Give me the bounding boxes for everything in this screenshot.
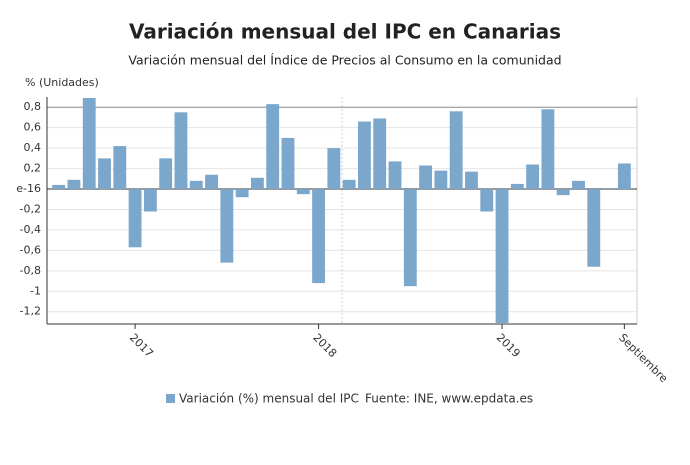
x-tick-label: Septiembre [616, 331, 670, 385]
bar [510, 183, 524, 190]
bar [327, 148, 341, 190]
y-tick-label: -1 [30, 284, 41, 297]
y-tick-label: -1,2 [20, 305, 41, 318]
bar [587, 189, 601, 267]
bar [617, 163, 631, 190]
bar [128, 189, 142, 248]
bar [98, 158, 111, 190]
y-tick-label: 0,2 [24, 162, 42, 175]
bar [541, 109, 555, 190]
y-tick-label: -0,8 [20, 264, 41, 277]
y-tick-label: e-16 [16, 182, 41, 195]
x-tick-label: 2018 [310, 331, 339, 360]
bar [602, 188, 616, 190]
bar [434, 170, 448, 190]
y-axis-label: % (Unidades) [25, 76, 99, 89]
bar [403, 189, 417, 287]
chart-title: Variación mensual del IPC en Canarias [129, 20, 561, 44]
bar [67, 179, 81, 190]
bar [373, 118, 387, 190]
bar [526, 164, 540, 190]
bar [449, 111, 463, 190]
bar [189, 180, 203, 190]
bar [465, 171, 478, 190]
bar [342, 179, 356, 190]
y-tick-label: 0,8 [24, 100, 42, 113]
bar [52, 184, 66, 190]
bar [296, 189, 310, 195]
x-tick-label: 2017 [127, 331, 156, 360]
bar [480, 189, 494, 212]
bar [235, 189, 249, 198]
y-tick-label: -0,4 [20, 223, 41, 236]
bar [388, 161, 402, 190]
bar [82, 98, 96, 190]
bar [556, 189, 570, 196]
bar [495, 189, 509, 323]
bar [419, 165, 433, 190]
bar [205, 174, 218, 190]
bar [266, 104, 280, 190]
bar [159, 158, 173, 190]
y-tick-label: -0,6 [20, 243, 41, 256]
y-tick-label: -0,2 [20, 202, 41, 215]
bar [220, 189, 234, 263]
bar [143, 189, 157, 212]
y-tick-label: 0,4 [24, 141, 42, 154]
legend-label: Variación (%) mensual del IPC [179, 392, 359, 406]
bar [281, 137, 295, 190]
bar [572, 180, 585, 190]
legend-swatch [166, 394, 175, 403]
x-tick-label: 2019 [494, 331, 523, 360]
bar [250, 177, 264, 190]
bar [358, 121, 371, 190]
bar [312, 189, 325, 284]
chart-subtitle: Variación mensual del Índice de Precios … [128, 53, 561, 68]
bar [113, 146, 127, 190]
bar [174, 112, 188, 190]
y-tick-label: 0,6 [24, 121, 42, 134]
source: Fuente: INE, www.epdata.es [365, 392, 533, 406]
